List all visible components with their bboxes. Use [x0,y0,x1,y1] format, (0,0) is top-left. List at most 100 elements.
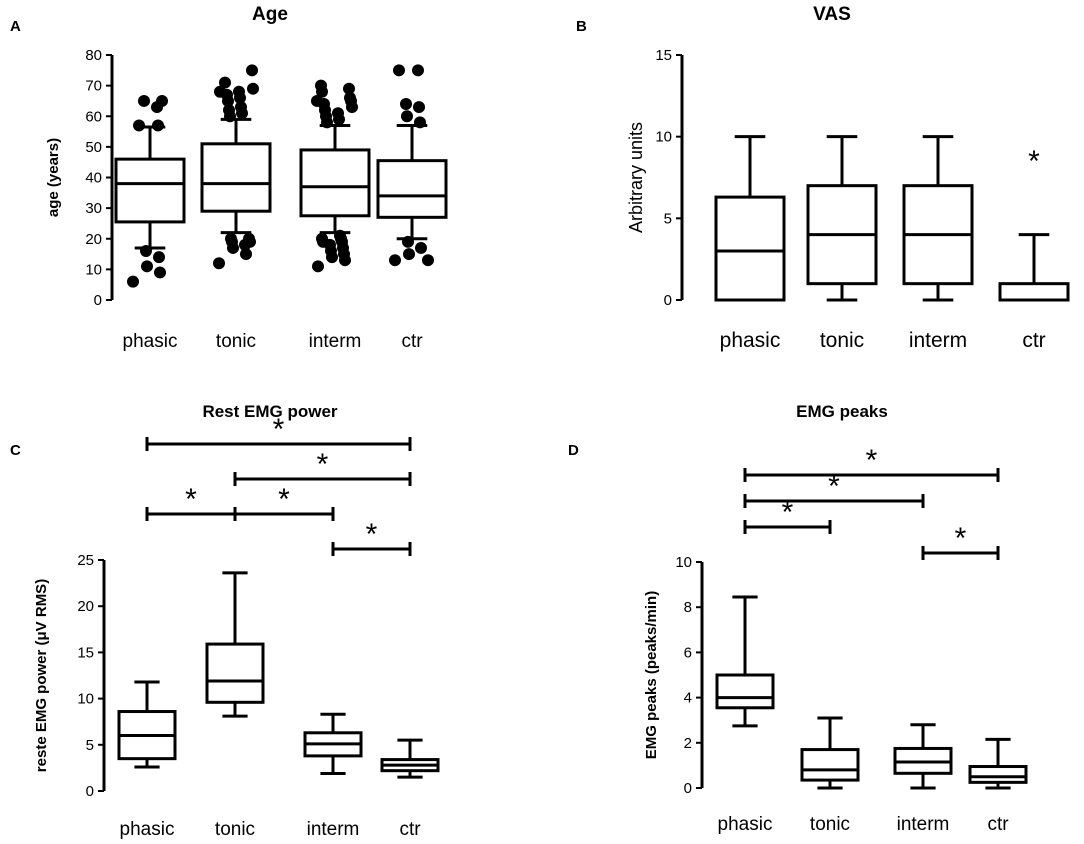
significance-star: * [782,496,794,529]
y-tick-label: 10 [85,261,102,278]
x-category-label: interm [897,814,950,835]
outlier-point [240,248,252,261]
box-iqr [715,673,775,710]
x-category-label: ctr [987,814,1009,835]
box-iqr [968,765,1028,784]
outlier-point [344,91,356,104]
y-tick-label: 80 [85,47,102,64]
outlier-point [315,79,327,92]
y-tick-label: 50 [85,139,102,156]
outlier-point [213,257,225,270]
outlier-point [154,266,166,279]
x-category-label: phasic [718,814,773,835]
box-iqr [299,148,371,218]
outlier-point [334,229,346,242]
y-tick-label: 70 [85,78,102,95]
outlier-point [152,119,164,132]
outlier-point [246,64,258,77]
panel-letter: D [568,442,579,459]
outlier-point [141,260,153,273]
chart-title: Rest EMG power [202,402,338,421]
y-tick-label: 15 [77,644,94,661]
outlier-point [214,85,226,98]
y-tick-label: 25 [77,552,94,569]
significance-star: * [366,518,378,551]
box-iqr [114,157,186,224]
x-category-label: tonic [810,814,850,835]
y-tick-label: 2 [684,735,692,752]
y-axis-label: EMG peaks (peaks/min) [643,591,660,759]
outlier-point [312,260,324,273]
y-axis-label: age (years) [45,138,62,217]
outlier-point [414,116,426,129]
chart-panel-age: A Age 0 10 20 30 40 50 60 70 80 age (years) phasic… [0,0,542,422]
y-tick-label: 0 [664,292,672,309]
y-tick-label: 0 [86,783,94,800]
outlier-point [156,94,168,107]
x-category-label: tonic [820,329,864,352]
outlier-point [243,232,255,245]
outlier-point [413,101,425,114]
significance-star: * [866,444,878,477]
box-iqr [376,159,448,219]
significance-star: * [273,413,285,446]
significance-star: * [317,448,329,481]
chart-plot: 0 5 10 15 Arbitrary units phasic tonic interm ct… [626,47,1070,352]
y-tick-label: 8 [684,599,692,616]
y-tick-label: 0 [94,292,102,309]
x-category-label: interm [307,819,360,840]
x-category-label: phasic [123,331,178,352]
y-axis-label: reste EMG power (μV RMS) [33,579,50,772]
y-tick-label: 5 [86,737,94,754]
box-iqr [205,642,265,704]
outlier-point [233,85,245,98]
significance-star: * [955,522,967,555]
y-tick-label: 60 [85,108,102,125]
chart-plot: 0 10 20 30 40 50 60 70 80 age (years) phasic tonic i… [45,47,448,352]
outlier-point [415,241,427,254]
x-category-label: tonic [215,819,255,840]
outlier-point [393,64,405,77]
panel-letter: A [10,18,21,35]
outlier-point [133,119,145,132]
x-category-label: ctr [399,819,421,840]
y-tick-label: 10 [675,554,692,571]
outlier-point [247,82,259,95]
box-iqr [800,748,860,782]
outlier-point [403,248,415,261]
x-category-label: phasic [120,819,175,840]
y-tick-label: 40 [85,170,102,187]
x-category-label: phasic [720,329,781,352]
outlier-point [401,110,413,123]
chart-title: VAS [813,4,851,25]
x-category-label: ctr [1022,329,1045,352]
outlier-point [153,251,165,264]
chart-title: Age [252,4,288,25]
x-category-label: ctr [401,331,423,352]
x-category-label: interm [309,331,362,352]
significance-star: * [185,483,197,516]
y-tick-label: 0 [684,780,692,797]
significance-star: * [1028,145,1040,178]
y-tick-label: 20 [85,231,102,248]
chart-panel-vas: B VAS 0 5 10 15 Arbitrary units phasic tonic in… [542,0,1084,422]
y-tick-label: 6 [684,644,692,661]
y-axis-label: Arbitrary units [626,122,646,233]
box-iqr [200,142,272,213]
outlier-point [223,104,235,117]
outlier-point [311,94,323,107]
outlier-point [332,107,344,120]
outlier-point [127,275,139,288]
box-iqr [998,282,1070,302]
box-iqr [714,195,786,302]
x-category-label: interm [909,329,967,352]
outlier-point [235,101,247,114]
chart-plot: 0 2 4 6 8 10 EMG peaks (peaks/min) phasic tonic i… [643,444,1028,835]
outlier-point [140,245,152,257]
outlier-point [422,254,434,267]
outlier-point [219,76,231,89]
significance-star: * [278,483,290,516]
y-tick-label: 15 [655,47,672,64]
outlier-point [412,64,424,77]
y-tick-label: 30 [85,200,102,217]
